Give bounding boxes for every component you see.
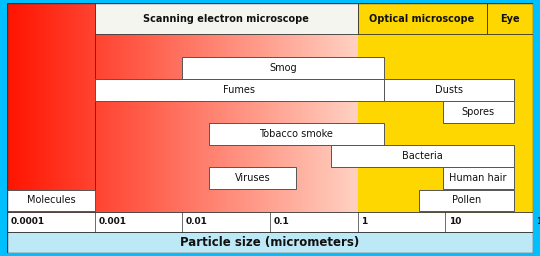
Bar — [7, 232, 533, 253]
Text: 100: 100 — [536, 217, 540, 226]
Bar — [384, 79, 514, 101]
Bar — [443, 167, 514, 189]
Bar — [332, 145, 514, 167]
Text: Spores: Spores — [462, 107, 495, 117]
Text: 0.001: 0.001 — [98, 217, 126, 226]
Bar — [183, 57, 384, 79]
Text: Viruses: Viruses — [235, 173, 271, 183]
Text: Dusts: Dusts — [435, 85, 463, 95]
Bar — [357, 3, 533, 253]
Text: Human hair: Human hair — [449, 173, 507, 183]
Text: Optical microscope: Optical microscope — [369, 14, 475, 24]
Bar — [94, 79, 384, 101]
Text: 1: 1 — [361, 217, 367, 226]
Bar — [419, 189, 514, 211]
Text: Scanning electron microscope: Scanning electron microscope — [143, 14, 309, 24]
Text: 0.1: 0.1 — [273, 217, 289, 226]
Bar — [7, 211, 533, 232]
Bar — [208, 123, 384, 145]
Bar — [443, 101, 514, 123]
Text: Particle size (micrometers): Particle size (micrometers) — [180, 236, 360, 249]
Bar — [357, 3, 487, 35]
Bar — [94, 3, 357, 35]
Text: Fumes: Fumes — [224, 85, 255, 95]
Text: Pollen: Pollen — [452, 195, 481, 205]
Text: 10: 10 — [449, 217, 461, 226]
Text: Eye: Eye — [500, 14, 519, 24]
Text: Bacteria: Bacteria — [402, 151, 443, 161]
Bar — [208, 167, 296, 189]
Bar — [7, 189, 94, 211]
Text: Tobacco smoke: Tobacco smoke — [259, 129, 333, 139]
Text: Molecules: Molecules — [26, 195, 75, 205]
Text: 0.01: 0.01 — [186, 217, 208, 226]
Text: Smog: Smog — [269, 63, 297, 73]
Text: 0.0001: 0.0001 — [10, 217, 45, 226]
Bar — [487, 3, 533, 35]
